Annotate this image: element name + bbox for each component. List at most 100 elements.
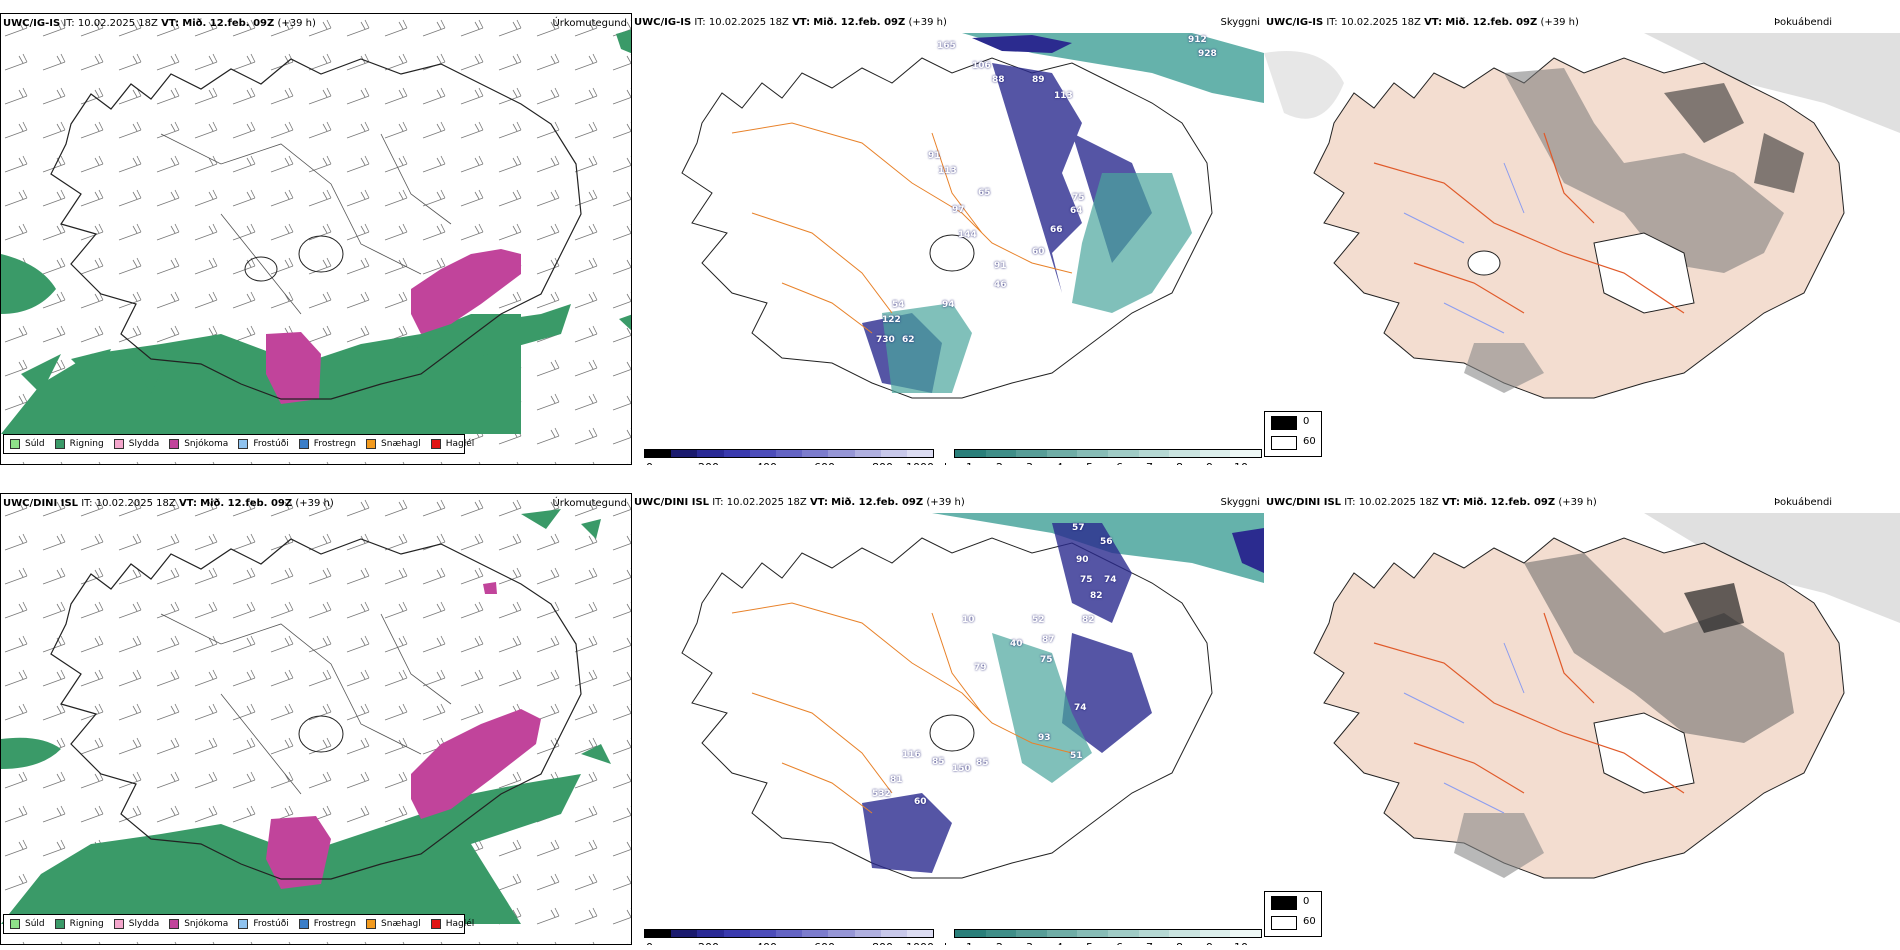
- height-colorbar-strip: [644, 449, 934, 458]
- fog-legend-label: 60: [1303, 916, 1316, 927]
- panel-label-fog: Þokuábendi: [1774, 497, 1833, 508]
- km-tick: 10: [1234, 941, 1248, 945]
- height-colorbar: m 0 200 400 600 800 1000: [634, 449, 934, 465]
- visibility-value-label: 113: [1054, 91, 1073, 101]
- legend-item: Frostúði: [238, 919, 289, 929]
- visibility-value-label: 75: [1040, 655, 1053, 665]
- height-tick: 800: [872, 941, 893, 945]
- fog-swatch: [1271, 416, 1297, 430]
- visibility-value-label: 93: [1038, 733, 1051, 743]
- panel-label-visibility: Skyggni: [1220, 497, 1260, 508]
- height-tick: 800: [872, 461, 893, 465]
- height-tick: 1000: [906, 941, 934, 945]
- panel-title: UWC/DINI ISL IT: 10.02.2025 18Z VT: Mið.…: [634, 497, 965, 508]
- visibility-value-label: 85: [976, 758, 989, 768]
- legend-item: Frostregn: [298, 439, 356, 449]
- fog-legend-label: 0: [1303, 896, 1310, 907]
- height-tick: 600: [814, 941, 835, 945]
- km-tick: 8: [1176, 941, 1183, 945]
- km-colorbar: km 1 2 3 4 5 6 7 8 9 10: [944, 929, 1264, 945]
- visibility-value-label: 91: [994, 261, 1007, 271]
- fog-panel-row1: UWC/IG-IS IT: 10.02.2025 18Z VT: Mið. 12…: [1264, 13, 1900, 465]
- visibility-value-label: 88: [992, 75, 1005, 85]
- panel-label-precip-type: Úrkomutegund: [552, 498, 627, 509]
- height-unit: m: [634, 461, 645, 465]
- visibility-value-label: 60: [1032, 247, 1045, 257]
- fog-legend: 0 60: [1264, 411, 1322, 457]
- legend-item: Frostregn: [298, 919, 356, 929]
- legend-swatch: [113, 439, 124, 449]
- legend-swatch: [54, 439, 65, 449]
- visibility-value-label: 106: [972, 61, 991, 71]
- visibility-value-label: 54: [892, 300, 905, 310]
- km-tick: 5: [1086, 941, 1093, 945]
- visibility-value-label: 79: [974, 663, 987, 673]
- visibility-value-label: 40: [1010, 639, 1023, 649]
- height-colorbar: m 0 200 400 600 800 1000: [634, 929, 934, 945]
- height-tick: 200: [698, 461, 719, 465]
- precip-type-panel-row2: UWC/DINI ISL IT: 10.02.2025 18Z VT: Mið.…: [0, 493, 632, 945]
- legend-item: Rigning: [54, 919, 104, 929]
- fog-panel-row2: UWC/DINI ISL IT: 10.02.2025 18Z VT: Mið.…: [1264, 493, 1900, 945]
- visibility-value-label: 81: [890, 775, 903, 785]
- fog-map: [1264, 33, 1900, 399]
- visibility-value-label: 62: [902, 335, 915, 345]
- km-tick: 2: [996, 941, 1003, 945]
- visibility-value-label: 74: [1074, 703, 1087, 713]
- legend-swatch: [10, 919, 20, 929]
- km-tick: 7: [1146, 941, 1153, 945]
- legend-item: Snæhagl: [366, 439, 421, 449]
- visibility-value-label: 87: [1042, 635, 1055, 645]
- km-colorbar-strip: [954, 929, 1262, 938]
- legend-swatch: [366, 919, 377, 929]
- panel-title: UWC/IG-IS IT: 10.02.2025 18Z VT: Mið. 12…: [3, 18, 316, 29]
- km-tick: 7: [1146, 461, 1153, 465]
- legend-item: Snjókoma: [169, 919, 228, 929]
- visibility-value-label: 97: [952, 205, 965, 215]
- visibility-value-label: 57: [1072, 523, 1085, 533]
- km-tick: 6: [1116, 461, 1123, 465]
- panel-label-fog: Þokuábendi: [1774, 17, 1833, 28]
- visibility-value-label: 51: [1070, 751, 1083, 761]
- visibility-value-label: 122: [882, 315, 901, 325]
- legend-swatch: [169, 439, 180, 449]
- legend-swatch: [298, 439, 309, 449]
- panel-title: UWC/IG-IS IT: 10.02.2025 18Z VT: Mið. 12…: [1266, 17, 1579, 28]
- precip-type-panel-row1: UWC/IG-IS IT: 10.02.2025 18Z VT: Mið. 12…: [0, 13, 632, 465]
- height-tick: 200: [698, 941, 719, 945]
- panel-label-visibility: Skyggni: [1220, 17, 1260, 28]
- visibility-value-label: 730: [876, 335, 895, 345]
- legend-swatch: [430, 439, 441, 449]
- height-tick: 400: [756, 461, 777, 465]
- legend-swatch: [238, 439, 249, 449]
- visibility-value-label: 912: [1188, 35, 1207, 45]
- height-tick: 0: [646, 461, 653, 465]
- visibility-value-label: 91: [928, 151, 941, 161]
- visibility-value-label: 64: [1070, 206, 1083, 216]
- fog-legend: 0 60: [1264, 891, 1322, 937]
- km-tick: 9: [1206, 941, 1213, 945]
- height-tick: 600: [814, 461, 835, 465]
- legend-swatch: [366, 439, 377, 449]
- km-tick: 4: [1056, 461, 1063, 465]
- visibility-value-label: 90: [1076, 555, 1089, 565]
- km-unit: km: [944, 941, 961, 945]
- precip-legend: Súld Rigning Slydda Snjókoma Frostúði Fr…: [3, 914, 474, 934]
- km-tick: 4: [1056, 941, 1063, 945]
- height-tick: 1000: [906, 461, 934, 465]
- fog-map: [1313, 513, 1900, 879]
- legend-item: Súld: [10, 439, 45, 449]
- visibility-value-label: 165: [937, 41, 956, 51]
- visibility-value-label: 52: [1032, 615, 1045, 625]
- fog-legend-label: 60: [1303, 436, 1316, 447]
- legend-item: Slydda: [113, 439, 159, 449]
- panel-label-precip-type: Úrkomutegund: [552, 18, 627, 29]
- legend-swatch: [10, 439, 20, 449]
- height-tick: 400: [756, 941, 777, 945]
- visibility-value-label: 82: [1082, 615, 1095, 625]
- visibility-map: [681, 513, 1264, 879]
- visibility-value-label: 75: [1080, 575, 1093, 585]
- legend-swatch: [298, 919, 309, 929]
- visibility-value-label: 113: [938, 166, 957, 176]
- visibility-value-label: 46: [994, 280, 1007, 290]
